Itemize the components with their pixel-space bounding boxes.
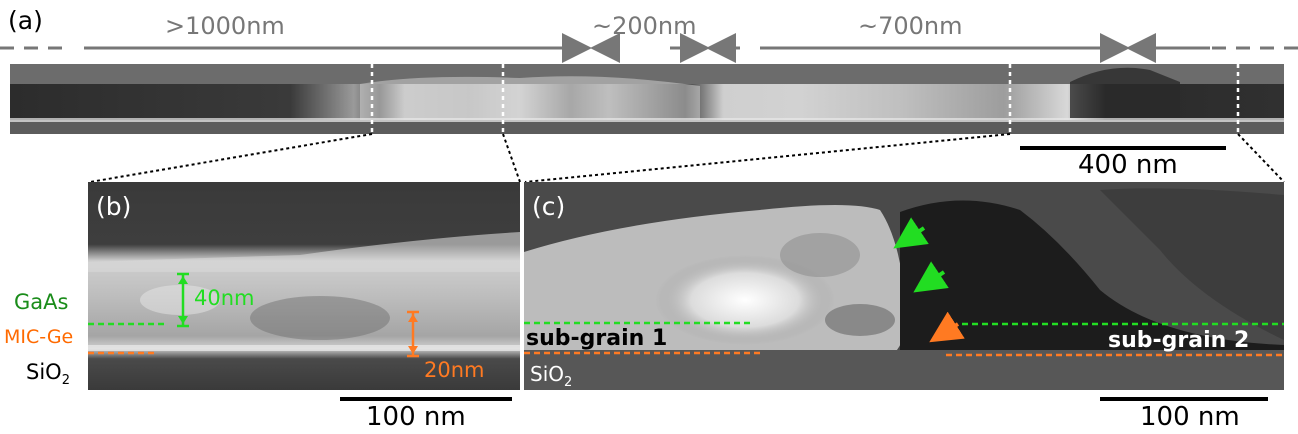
segment-label-2: ~200nm	[592, 12, 697, 40]
scalebar-c	[1100, 397, 1268, 401]
label-sio2-b: SiO2	[26, 360, 70, 389]
zoom-connectors	[89, 133, 1285, 183]
segment-label-1: >1000nm	[165, 12, 285, 40]
scalebar-b	[340, 397, 512, 401]
scale-label-b: 100 nm	[366, 402, 466, 432]
scale-label-c: 100 nm	[1140, 402, 1240, 432]
panel-b-image	[88, 182, 520, 390]
segment-label-3: ~700nm	[858, 12, 963, 40]
label-sub-grain-2: sub-grain 2	[1108, 328, 1250, 353]
panel-a-letter: (a)	[8, 6, 43, 35]
panel-b-letter: (b)	[96, 192, 132, 221]
label-sio2-c: SiO2	[530, 362, 573, 390]
panel-c-letter: (c)	[532, 192, 566, 221]
thickness-label-gaas: 40nm	[194, 286, 255, 310]
scale-label-a: 400 nm	[1078, 150, 1178, 180]
label-mic-ge: MIC-Ge	[4, 326, 74, 348]
panel-a-image	[10, 64, 1284, 134]
label-sub-grain-1: sub-grain 1	[526, 326, 668, 351]
scalebar-a	[1020, 146, 1226, 150]
panel-c-image	[524, 182, 1284, 390]
label-gaas: GaAs	[14, 290, 69, 314]
thickness-label-ge: 20nm	[424, 358, 485, 382]
